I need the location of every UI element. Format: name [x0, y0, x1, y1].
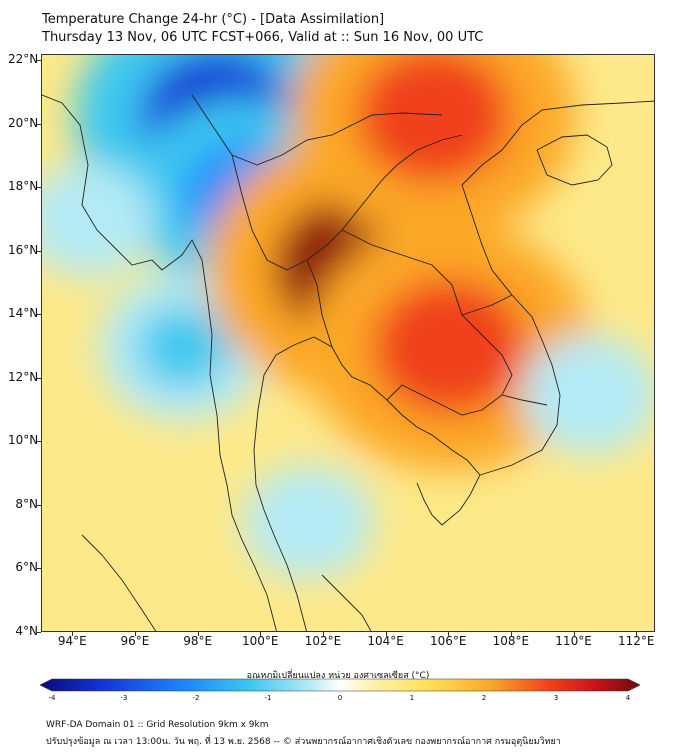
lon-label: 106°E: [429, 634, 467, 648]
colorbar-tick-label: -1: [264, 694, 272, 702]
lat-tick: [37, 60, 41, 62]
lat-tick: [37, 123, 41, 125]
lon-label: 98°E: [183, 634, 213, 648]
lat-tick: [37, 377, 41, 379]
lat-tick: [37, 568, 41, 570]
colorbar-tick-label: 0: [337, 694, 343, 702]
lat-tick: [37, 441, 41, 443]
lon-tick: [510, 632, 512, 636]
lat-tick: [37, 632, 41, 633]
colorbar-tick-label: 4: [625, 694, 631, 702]
lon-tick: [134, 632, 136, 636]
lon-label: 94°E: [57, 634, 87, 648]
lat-label: 22°N: [8, 52, 39, 67]
map-panel[interactable]: [41, 54, 655, 632]
lat-tick: [37, 250, 41, 252]
footer-credit: ปรับปรุงข้อมูล ณ เวลา 13:00น. วัน พฤ. ที…: [46, 737, 561, 747]
lat-label: 6°N: [15, 560, 38, 575]
lon-tick: [385, 632, 387, 636]
colorbar-tick-label: -3: [120, 694, 128, 702]
mild-cooling-bay-of-bengal-core: [53, 188, 125, 252]
colorbar-tick-label: -4: [48, 694, 56, 702]
lon-label: 112°E: [617, 634, 655, 648]
footer-model-info: WRF-DA Domain 01 :: Grid Resolution 9km …: [46, 720, 269, 730]
colorbar-tick-label: 3: [553, 694, 559, 702]
cooling-gulf-core: [273, 490, 344, 554]
lat-label: 4°N: [15, 624, 38, 638]
colorbar: [40, 678, 640, 692]
colorbar-tick-label: 2: [481, 694, 487, 702]
coastlines: [42, 94, 654, 631]
lon-label: 110°E: [555, 634, 592, 648]
lon-label: 108°E: [492, 634, 530, 648]
lon-tick: [636, 632, 638, 636]
lat-label: 14°N: [8, 306, 39, 321]
chart-title: Temperature Change 24-hr (°C) - [Data As…: [42, 12, 385, 27]
lat-label: 8°N: [15, 496, 38, 511]
lat-label: 12°N: [8, 369, 39, 384]
lon-tick: [573, 632, 575, 636]
lat-label: 20°N: [8, 115, 39, 130]
chart-subtitle: Thursday 13 Nov, 06 UTC FCST+066, Valid …: [42, 30, 484, 45]
mild-cooling-south-china-sea-core: [553, 362, 628, 428]
lat-label: 16°N: [8, 242, 39, 257]
warming-cambodia-core: [372, 278, 527, 416]
lon-tick: [448, 632, 450, 636]
lat-label: 10°N: [8, 433, 39, 448]
lon-label: 104°E: [367, 634, 404, 648]
lon-label: 96°E: [120, 634, 150, 648]
lon-tick: [72, 632, 74, 636]
anomaly-layer: [42, 55, 654, 579]
colorbar-tick-label: 1: [409, 694, 415, 702]
warming-north-vietnam-core: [356, 55, 511, 184]
lat-tick: [37, 187, 41, 189]
lat-tick: [37, 314, 41, 316]
temperature-map: [42, 55, 654, 631]
lon-tick: [322, 632, 324, 636]
lon-label: 100°E: [242, 634, 279, 648]
lat-tick: [37, 504, 41, 506]
lon-label: 102°E: [304, 634, 342, 648]
lon-tick: [260, 632, 262, 636]
colorbar-tick-label: -2: [192, 694, 200, 702]
lat-label: 18°N: [8, 179, 39, 194]
cooling-andaman-core: [137, 306, 229, 388]
lon-tick: [197, 632, 199, 636]
colorbar-label: อุณหภูมิเปลี่ยนแปลง หน่วย องศาเซลเซียส (…: [246, 671, 430, 681]
